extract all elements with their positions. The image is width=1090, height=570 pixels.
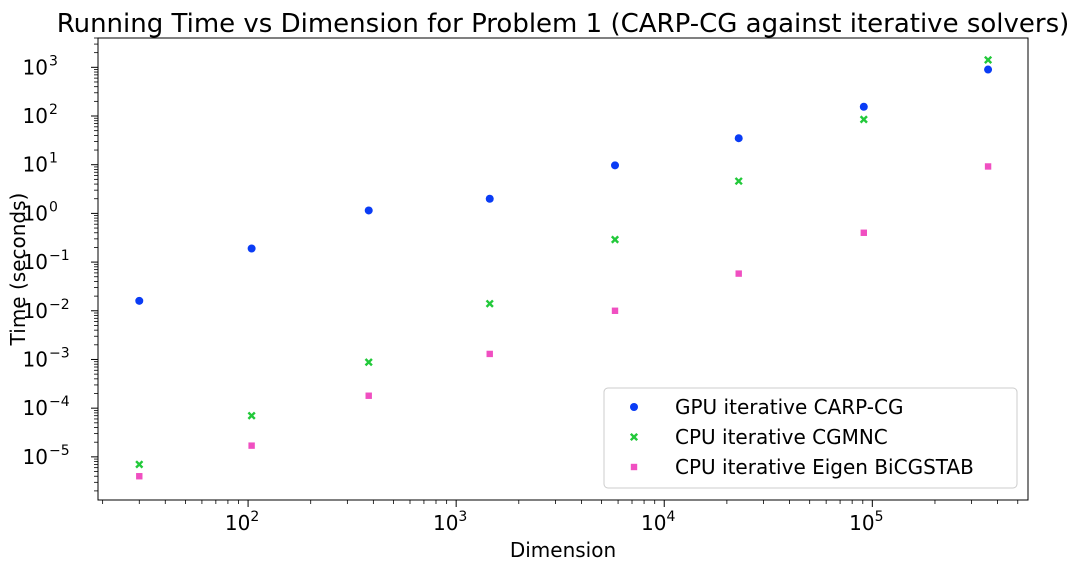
data-point-series-1 <box>984 55 993 64</box>
data-point-series-1 <box>610 235 620 244</box>
y-tick-label: 103 <box>23 53 58 79</box>
x-tick-label: 102 <box>225 509 259 535</box>
data-points <box>135 55 993 480</box>
data-point-series-0 <box>247 244 256 253</box>
x-tick-label: 103 <box>433 509 467 535</box>
data-point-series-1 <box>364 358 373 367</box>
plot-area <box>97 37 1029 501</box>
y-tick-label: 10−4 <box>23 394 70 420</box>
data-point-series-0 <box>859 102 868 111</box>
data-point-series-2 <box>611 307 619 314</box>
data-point-series-0 <box>611 161 620 170</box>
data-point-series-2 <box>486 350 493 358</box>
y-tick-label: 10−3 <box>23 345 70 371</box>
legend: GPU iterative CARP-CG CPU iterative CGMNC… <box>603 387 1018 489</box>
data-point-series-2 <box>136 473 143 480</box>
data-point-series-0 <box>364 206 373 215</box>
data-point-series-2 <box>984 163 992 170</box>
legend-label-1: CPU iterative CGMNC <box>675 425 888 449</box>
legend-marker-1 <box>629 432 639 442</box>
y-tick-label: 101 <box>23 151 58 177</box>
y-axis-label: Time (seconds) <box>6 193 30 347</box>
data-point-series-2 <box>248 442 255 449</box>
legend-label-2: CPU iterative Eigen BiCGSTAB <box>675 455 974 479</box>
y-tick-label: 102 <box>23 102 58 128</box>
legend-marker-2 <box>630 463 638 471</box>
legend-marker-0 <box>630 403 638 411</box>
x-axis-label: Dimension <box>510 538 616 562</box>
legend-frame <box>603 387 1018 489</box>
data-point-series-2 <box>365 392 372 399</box>
legend-label-0: GPU iterative CARP-CG <box>675 395 903 419</box>
data-point-series-1 <box>734 177 743 186</box>
data-point-series-0 <box>734 134 743 143</box>
chart-title: Running Time vs Dimension for Problem 1 … <box>57 9 1070 39</box>
data-point-series-0 <box>485 194 494 203</box>
data-point-series-0 <box>984 65 993 74</box>
data-point-series-1 <box>485 299 494 308</box>
x-tick-label: 104 <box>641 509 675 535</box>
data-point-series-1 <box>135 460 144 469</box>
data-point-series-2 <box>860 229 867 236</box>
x-tick-label: 105 <box>849 509 883 535</box>
y-tick-label: 10−5 <box>23 443 70 469</box>
data-point-series-1 <box>859 115 868 124</box>
data-point-series-0 <box>135 296 144 305</box>
data-point-series-2 <box>735 270 742 277</box>
data-point-series-1 <box>247 411 256 420</box>
